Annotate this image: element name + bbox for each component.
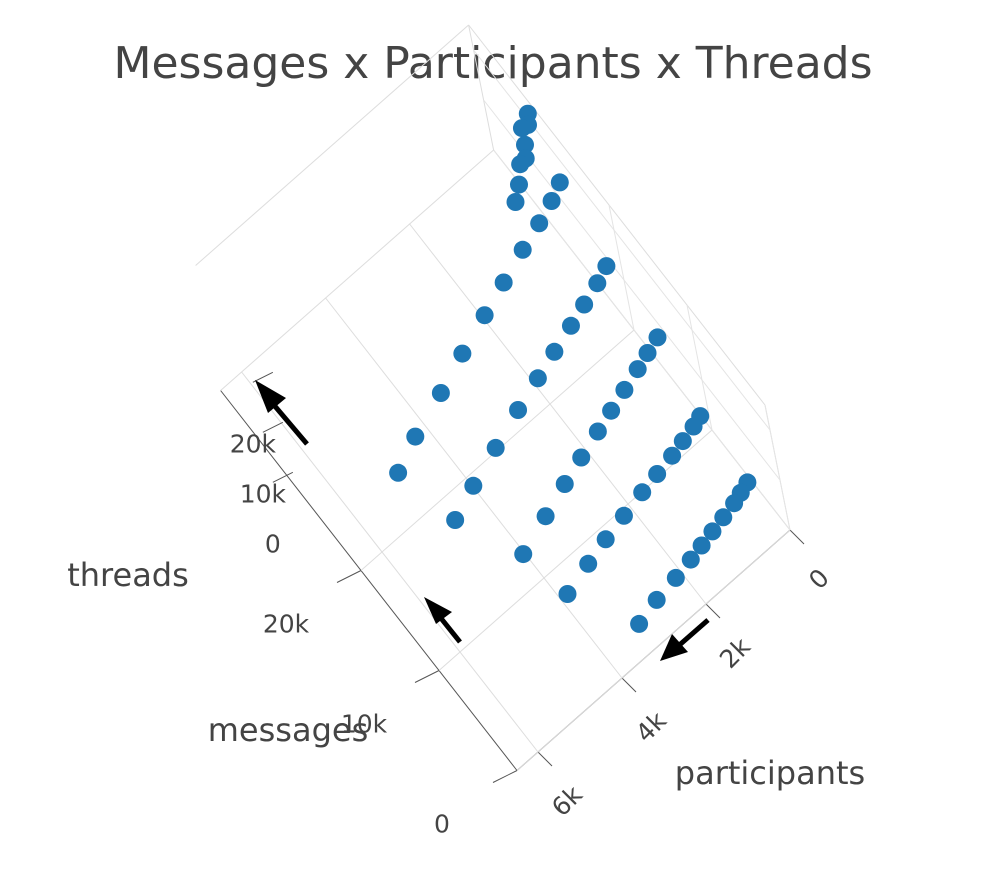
arrow bbox=[674, 618, 710, 650]
grid-line bbox=[409, 223, 707, 605]
point bbox=[530, 214, 549, 233]
point bbox=[579, 554, 598, 573]
point bbox=[588, 274, 607, 293]
point bbox=[681, 550, 700, 569]
point bbox=[725, 494, 744, 513]
point bbox=[464, 476, 483, 495]
point bbox=[572, 448, 591, 467]
x-tick-label: 2k bbox=[714, 632, 756, 674]
grid bbox=[195, 24, 805, 783]
point bbox=[506, 193, 525, 211]
point bbox=[558, 585, 577, 603]
point bbox=[528, 369, 547, 388]
tick-mark bbox=[537, 751, 553, 767]
point bbox=[575, 295, 594, 314]
grid-line bbox=[473, 49, 771, 431]
grid-line bbox=[686, 304, 713, 431]
point bbox=[692, 536, 711, 555]
point bbox=[673, 432, 692, 451]
arrows bbox=[255, 380, 710, 661]
arrow-head bbox=[424, 597, 452, 624]
tick-mark bbox=[336, 570, 362, 583]
tick-mark bbox=[252, 371, 274, 383]
point bbox=[663, 446, 682, 465]
x-tick-label: 4k bbox=[630, 706, 672, 748]
grid-line bbox=[608, 204, 635, 331]
point bbox=[684, 417, 703, 436]
point bbox=[630, 614, 649, 633]
grid-line bbox=[764, 404, 791, 531]
point bbox=[389, 463, 408, 482]
box-edge bbox=[220, 149, 494, 391]
y-axis-title: messages bbox=[208, 711, 368, 749]
tick-mark bbox=[789, 529, 805, 545]
grid-line bbox=[516, 529, 791, 771]
point bbox=[514, 545, 533, 564]
point bbox=[516, 135, 534, 154]
arrow-head bbox=[255, 380, 286, 413]
grid-line bbox=[438, 429, 713, 671]
y-tick-label: 0 bbox=[434, 810, 450, 839]
point bbox=[588, 422, 607, 441]
point bbox=[453, 344, 472, 363]
point bbox=[486, 438, 505, 457]
tick-mark bbox=[272, 471, 294, 483]
tick-mark bbox=[705, 603, 721, 619]
grid-line bbox=[493, 149, 791, 531]
point bbox=[714, 508, 733, 527]
z-tick-label: 10k bbox=[240, 479, 287, 508]
point bbox=[542, 192, 561, 210]
point bbox=[596, 530, 615, 549]
point bbox=[648, 328, 667, 347]
points bbox=[389, 104, 757, 633]
tick-mark bbox=[414, 670, 440, 683]
point bbox=[633, 483, 652, 502]
chart-title: Messages x Participants x Threads bbox=[113, 38, 872, 89]
point bbox=[614, 506, 633, 525]
point bbox=[615, 380, 634, 399]
y-tick-label: 20k bbox=[263, 610, 310, 639]
tick-mark bbox=[492, 770, 518, 783]
axis-line bbox=[220, 390, 518, 771]
grid-line bbox=[241, 371, 539, 753]
box-edge bbox=[195, 24, 469, 266]
point bbox=[602, 401, 621, 420]
tick-mark bbox=[262, 421, 284, 433]
box-edge bbox=[468, 24, 495, 151]
point bbox=[536, 507, 555, 526]
box-edge bbox=[468, 24, 766, 406]
point bbox=[550, 173, 569, 192]
tick-mark bbox=[621, 677, 637, 693]
point bbox=[628, 360, 647, 379]
x-tick-label: 6k bbox=[546, 780, 588, 822]
x-tick-label: 0 bbox=[803, 563, 835, 595]
x-axis-title: participants bbox=[675, 754, 865, 792]
point bbox=[511, 155, 530, 174]
point bbox=[512, 119, 531, 138]
z-tick-label: 0 bbox=[265, 529, 281, 558]
z-tick-label: 20k bbox=[230, 429, 277, 458]
arrow-head bbox=[660, 634, 688, 661]
point bbox=[597, 257, 616, 276]
point bbox=[431, 384, 450, 402]
point bbox=[510, 175, 528, 194]
point bbox=[555, 475, 574, 493]
z-axis-title: threads bbox=[67, 556, 189, 594]
point bbox=[648, 465, 667, 483]
point bbox=[406, 427, 425, 446]
point bbox=[513, 240, 532, 259]
point bbox=[638, 344, 657, 362]
point bbox=[494, 273, 513, 292]
point bbox=[446, 511, 465, 529]
point bbox=[475, 306, 494, 325]
point bbox=[561, 316, 580, 335]
point bbox=[703, 522, 722, 541]
y-tick-label: 10k bbox=[341, 710, 388, 739]
point bbox=[666, 568, 685, 587]
point bbox=[509, 401, 528, 419]
point bbox=[647, 590, 666, 609]
point bbox=[545, 342, 564, 361]
